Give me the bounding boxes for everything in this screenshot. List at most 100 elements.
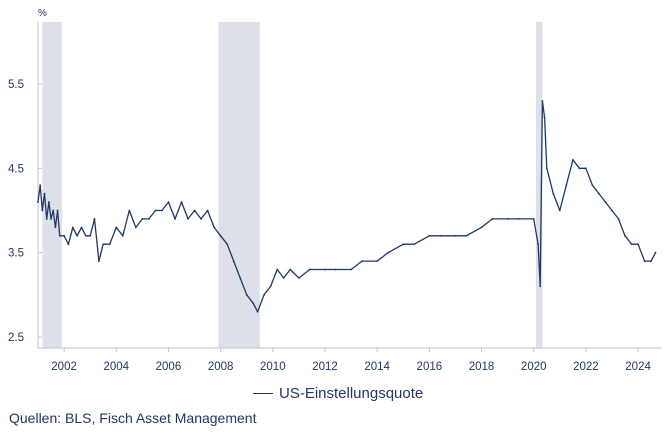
data-point [121,234,124,237]
data-point [402,243,405,246]
x-tick-label: 2002 [51,361,77,373]
data-point [154,209,157,212]
data-point [565,184,568,187]
data-point [650,260,653,262]
data-point [56,209,59,212]
data-point [439,234,442,237]
data-point [537,243,539,246]
data-point [39,184,42,187]
data-point [67,243,70,246]
data-point [598,192,600,195]
data-point [387,251,389,254]
data-point [174,218,176,220]
series-line [37,100,657,313]
data-point [454,234,457,237]
data-point [591,184,594,187]
data-point [604,201,607,203]
y-unit-label: % [38,8,47,19]
data-point [80,226,83,229]
data-point [52,209,55,212]
x-tick-label: 2018 [469,361,495,373]
data-point [541,99,544,102]
x-tick-label: 2024 [625,361,651,373]
x-tick-label: 2008 [208,361,234,373]
data-point [47,201,50,203]
data-point [239,277,242,279]
y-tick-label: 4.5 [8,163,24,175]
data-point [517,218,520,220]
data-point [263,293,266,296]
x-tick-label: 2004 [103,361,129,373]
data-point [611,209,613,212]
data-point [193,209,196,212]
data-point [167,201,170,203]
source-note: Quellen: BLS, Fisch Asset Management [9,410,257,426]
data-point [269,285,272,288]
data-point [71,226,74,229]
x-ticks: 2002 2004 2006 2008 2010 2012 2014 2016 2018 2020… [51,348,651,373]
data-point [637,243,639,246]
recession-bands [42,22,543,348]
data-point [585,167,587,170]
data-point [206,209,209,212]
data-point [428,234,431,237]
data-point [252,302,255,305]
x-tick-label: 2014 [364,361,390,373]
legend: US-Einstellungsquote [253,385,423,402]
data-point [376,260,379,262]
data-point [108,243,111,246]
data-point [276,268,279,271]
data-point [37,201,39,203]
data-point [54,226,57,229]
data-point [545,167,548,170]
data-point [630,243,633,246]
data-point [361,260,363,262]
data-point [41,209,44,212]
y-tick-label: 5.5 [8,79,24,91]
data-point [350,268,352,271]
data-point [539,285,542,288]
x-tick-label: 2006 [156,361,182,373]
data-point [89,234,92,237]
data-point [491,218,494,220]
recession-band [535,22,543,348]
x-tick-label: 2010 [260,361,286,373]
x-tick-label: 2016 [417,361,443,373]
data-point [543,116,546,119]
data-point [147,218,150,220]
data-point [298,277,300,279]
data-point [282,277,285,279]
series-layer [37,99,657,313]
y-ticks: 2.5 3.5 4.5 5.5 [8,79,42,344]
data-point [552,192,555,195]
data-point [624,234,626,237]
x-tick-label: 2022 [573,361,599,373]
data-point [308,268,311,271]
data-point [643,260,646,262]
line-chart: % 2.53.54.55.5 2002 2004 2006 2008 2010 2012 2… [8,8,662,373]
data-point [532,218,535,220]
recession-band [218,22,260,348]
legend-swatch [253,393,273,394]
data-point [50,218,52,220]
data-point [226,243,229,246]
data-point [256,310,259,313]
legend-label: US-Einstellungsquote [279,385,424,402]
x-tick-label: 2020 [521,361,547,373]
data-point [161,209,163,212]
y-tick-label: 2.5 [8,332,24,344]
data-point [102,243,105,246]
data-point [45,218,48,220]
data-point [213,226,216,229]
data-point [84,234,87,237]
data-point [654,251,657,254]
data-point [558,209,561,212]
data-point [76,234,79,237]
data-point [63,234,65,237]
data-point [141,218,144,220]
recession-band [42,22,62,348]
data-point [180,201,183,203]
data-point [480,226,483,229]
data-point [571,159,574,161]
data-point [134,226,137,229]
